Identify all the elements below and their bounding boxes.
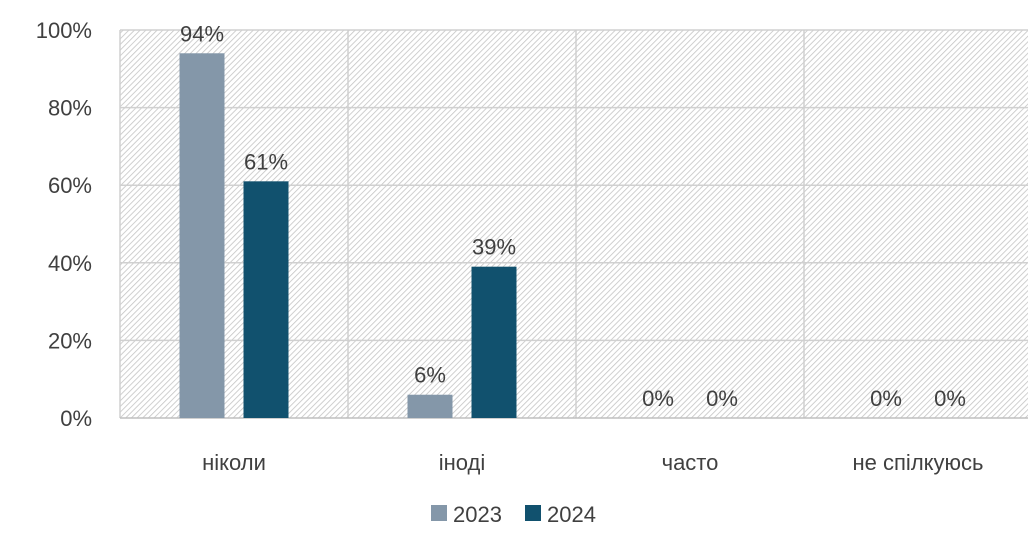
data-label: 6% [414,363,446,388]
y-tick-label: 20% [48,328,92,353]
y-tick-label: 80% [48,96,92,121]
legend-label: 2023 [453,502,502,527]
y-tick-label: 100% [36,18,92,43]
bar-2024-1 [471,266,517,418]
data-label: 61% [244,149,288,174]
legend-label: 2024 [547,502,596,527]
data-label: 0% [706,386,738,411]
legend-swatch-2023 [431,505,447,521]
data-label: 39% [472,235,516,260]
data-label: 0% [870,386,902,411]
y-tick-label: 0% [60,406,92,431]
bar-2023-0 [179,53,225,418]
data-label: 0% [934,386,966,411]
y-tick-label: 40% [48,251,92,276]
data-label: 94% [180,21,224,46]
x-category-label: часто [662,450,719,475]
bar-2023-1 [407,394,453,418]
x-category-label: не спілкуюсь [853,450,984,475]
data-label: 0% [642,386,674,411]
y-tick-label: 60% [48,173,92,198]
x-category-label: іноді [439,450,486,475]
bar-2024-0 [243,181,289,418]
x-category-label: ніколи [202,450,266,475]
legend-swatch-2024 [525,505,541,521]
